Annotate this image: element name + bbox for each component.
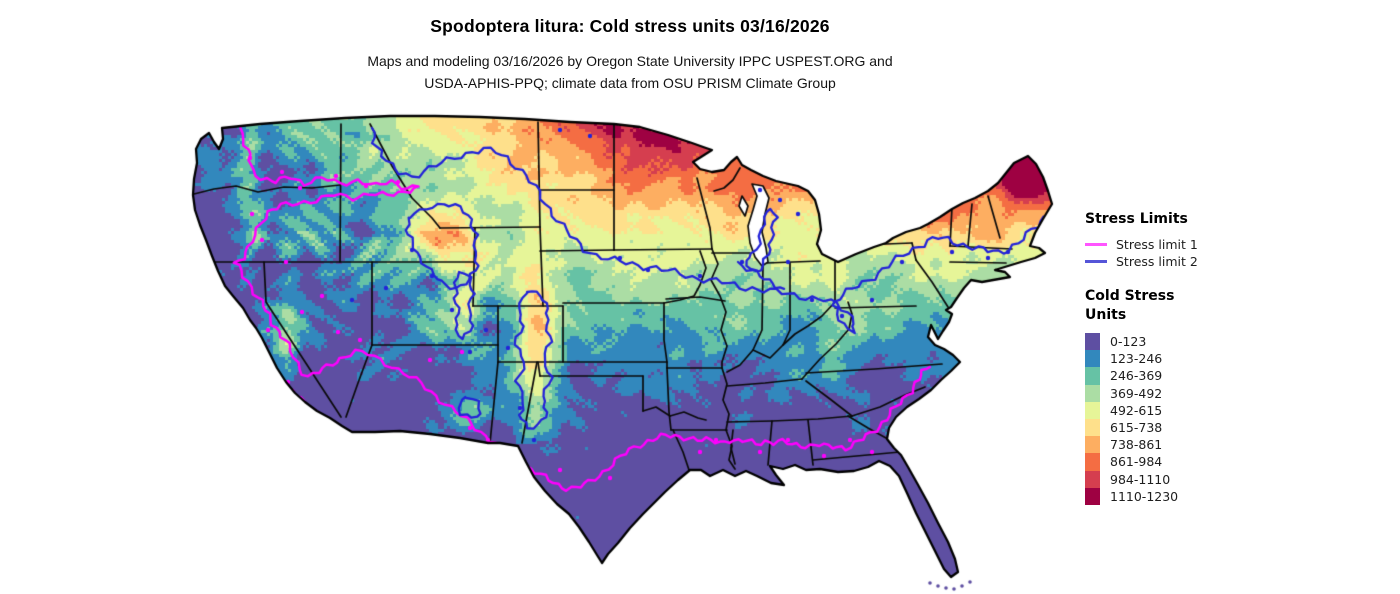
subtitle-line-2: USDA-APHIS-PPQ; climate data from OSU PR… — [424, 75, 836, 91]
class-range-label: 615-738 — [1110, 420, 1163, 436]
legend-class-item: 369-492 — [1085, 384, 1365, 402]
class-color-swatch — [1085, 333, 1100, 351]
legend-class-item: 492-615 — [1085, 401, 1365, 419]
class-color-swatch — [1085, 487, 1100, 505]
class-color-swatch — [1085, 350, 1100, 368]
legend-class-items: 0-123 123-246 246-369 369-492 492-615 615-738… — [1085, 333, 1365, 505]
legend-stress-limits-title: Stress Limits — [1085, 211, 1188, 227]
legend-stress-limits-items: Stress limit 1 Stress limit 2 — [1085, 236, 1365, 270]
legend-class-item: 123-246 — [1085, 350, 1365, 368]
legend-class-item: 0-123 — [1085, 333, 1365, 351]
subtitle-line-1: Maps and modeling 03/16/2026 by Oregon S… — [367, 53, 893, 69]
class-color-swatch — [1085, 436, 1100, 454]
legend-class-item: 1110-1230 — [1085, 487, 1365, 505]
stress-limit-label: Stress limit 1 — [1116, 237, 1198, 252]
legend-stress-limit-item: Stress limit 1 — [1085, 236, 1365, 253]
subtitle: Maps and modeling 03/16/2026 by Oregon S… — [190, 50, 1070, 94]
legend-stress-limit-item: Stress limit 2 — [1085, 253, 1365, 270]
class-color-swatch — [1085, 384, 1100, 402]
class-range-label: 738-861 — [1110, 437, 1163, 453]
class-range-label: 246-369 — [1110, 368, 1163, 384]
class-range-label: 369-492 — [1110, 385, 1163, 401]
legend-class-item: 738-861 — [1085, 436, 1365, 454]
class-range-label: 492-615 — [1110, 402, 1163, 418]
class-color-swatch — [1085, 401, 1100, 419]
page-title: Spodoptera litura: Cold stress units 03/… — [430, 16, 830, 36]
legend-class-item: 861-984 — [1085, 453, 1365, 471]
class-range-label: 1110-1230 — [1110, 488, 1179, 504]
legend-cold-stress-title-line1: Cold Stress — [1085, 288, 1175, 304]
legend-cold-stress-title: Cold Stress Units — [1085, 287, 1365, 325]
header: Spodoptera litura: Cold stress units 03/… — [190, 16, 1070, 94]
class-color-swatch — [1085, 470, 1100, 488]
legend-class-item: 615-738 — [1085, 418, 1365, 437]
legend-cold-stress-title-line2: Units — [1085, 307, 1127, 323]
legend-class-item: 984-1110 — [1085, 470, 1365, 488]
class-range-label: 984-1110 — [1110, 471, 1171, 487]
stress-limit-label: Stress limit 2 — [1116, 254, 1198, 269]
class-color-swatch — [1085, 418, 1100, 437]
class-range-label: 0-123 — [1110, 334, 1147, 350]
legend: Stress Limits Stress limit 1 Stress limit… — [1085, 211, 1365, 505]
class-range-label: 123-246 — [1110, 351, 1163, 367]
stress-limit-line-sample — [1085, 243, 1107, 246]
stress-limit-line-sample — [1085, 260, 1107, 263]
class-color-swatch — [1085, 367, 1100, 385]
class-color-swatch — [1085, 453, 1100, 471]
legend-class-item: 246-369 — [1085, 367, 1365, 385]
class-range-label: 861-984 — [1110, 454, 1163, 470]
